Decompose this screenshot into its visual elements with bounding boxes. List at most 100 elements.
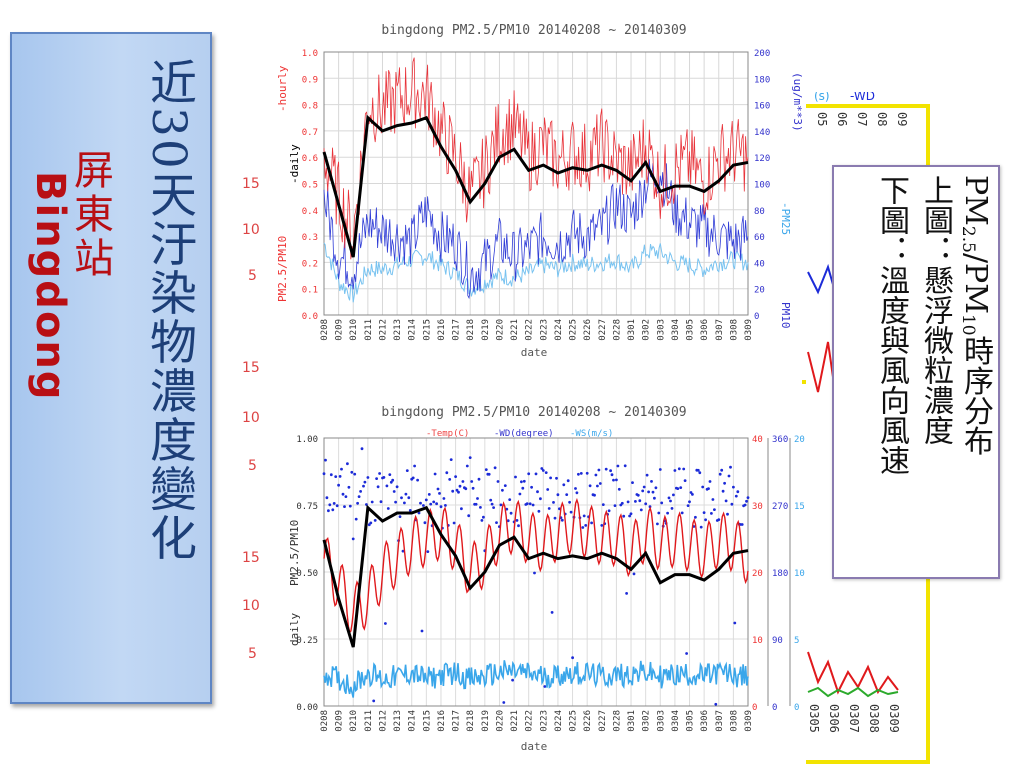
wd-point xyxy=(375,477,378,480)
wd-point xyxy=(448,478,452,481)
x-tick-label: 0220 xyxy=(495,319,505,341)
x-tick-label: 0223 xyxy=(539,710,549,732)
x-tick-label: 0307 xyxy=(715,710,725,732)
wd-point xyxy=(667,496,671,500)
x-axis-label: date xyxy=(521,740,548,753)
wd-point xyxy=(348,504,352,508)
wd-point xyxy=(438,492,441,495)
wd-point xyxy=(334,475,338,478)
wd-point xyxy=(335,504,339,508)
wd-point xyxy=(669,499,672,503)
wd-point xyxy=(395,485,399,489)
wd-point xyxy=(729,465,732,469)
series-pm25-line xyxy=(323,242,749,303)
wd-point xyxy=(492,506,495,509)
wd-point xyxy=(369,521,373,525)
y-tick-ws: 5 xyxy=(794,636,799,646)
wd-point xyxy=(648,505,652,509)
y-tick-left: 0.00 xyxy=(296,703,318,713)
wd-point xyxy=(454,475,457,478)
wd-point xyxy=(724,499,728,503)
wd-point xyxy=(332,502,336,505)
x-tick-label: 0216 xyxy=(437,319,447,341)
wd-point xyxy=(617,487,621,491)
wd-point xyxy=(520,480,523,484)
wd-point xyxy=(625,592,628,595)
y-axis-label-left: PM2.5/PM10 xyxy=(288,520,301,586)
x-tick-label: 0212 xyxy=(378,319,388,341)
wd-point xyxy=(612,478,615,482)
x-tick-label: 0222 xyxy=(525,319,535,341)
wd-point xyxy=(644,502,648,506)
wd-point xyxy=(654,486,658,490)
y-tick-left: 0.5 xyxy=(302,181,318,191)
series-daily-line xyxy=(322,504,749,648)
wd-point xyxy=(688,500,691,504)
wd-point xyxy=(420,629,424,633)
x-tick-label: 0208 xyxy=(320,319,330,341)
wd-point xyxy=(493,466,497,470)
bg-number: 15 xyxy=(242,550,260,566)
wd-point xyxy=(331,508,335,512)
x-tick-label: 0209 xyxy=(335,710,345,732)
x-tick-label: 0222 xyxy=(525,710,535,732)
y-tick-right: 60 xyxy=(754,233,765,243)
wd-point xyxy=(607,509,611,513)
bg-number: 15 xyxy=(242,360,260,376)
wd-point xyxy=(502,701,506,704)
wd-point xyxy=(736,490,740,494)
wd-point xyxy=(653,496,656,500)
wd-point xyxy=(676,487,680,490)
wd-point xyxy=(645,473,649,477)
wd-point xyxy=(509,511,513,515)
wd-point xyxy=(623,464,627,468)
x-tick-label: 0215 xyxy=(422,710,432,732)
wd-point xyxy=(565,493,569,496)
wd-point xyxy=(694,515,697,519)
y-tick-temp: 40 xyxy=(752,435,763,445)
y-tick-left: 0.6 xyxy=(302,154,318,164)
wd-point xyxy=(501,488,504,492)
x-tick-label: 0208 xyxy=(320,710,330,732)
wd-point xyxy=(685,652,688,655)
wd-point xyxy=(346,462,349,466)
wd-point xyxy=(701,485,705,489)
bg-number: 10 xyxy=(242,410,260,426)
wd-point xyxy=(620,501,624,505)
wd-point xyxy=(449,458,453,461)
wd-point xyxy=(370,500,374,504)
x-tick-label: 0308 xyxy=(729,319,739,341)
fragment-tick: 0309 xyxy=(887,704,901,733)
wd-point xyxy=(590,521,593,525)
wd-point xyxy=(379,500,383,504)
wd-point xyxy=(541,469,545,472)
wd-point xyxy=(458,484,462,488)
y-tick-right: 160 xyxy=(754,102,770,112)
wd-point xyxy=(713,508,716,511)
wd-point xyxy=(470,480,474,483)
y-tick-right: 80 xyxy=(754,207,765,217)
wd-point xyxy=(477,477,481,481)
wd-point xyxy=(530,485,533,489)
wd-point xyxy=(433,472,437,476)
wd-point xyxy=(651,490,655,494)
wd-point xyxy=(540,467,544,470)
series-ws-line xyxy=(323,660,749,698)
y-tick-left: 0.25 xyxy=(296,636,318,646)
x-tick-label: 0302 xyxy=(642,319,652,341)
x-tick-label: 0218 xyxy=(466,319,476,341)
y-tick-ws: 20 xyxy=(794,435,805,445)
wd-point xyxy=(673,469,677,472)
x-tick-label: 0309 xyxy=(744,319,754,341)
wd-point xyxy=(457,490,460,494)
wd-point xyxy=(350,470,354,474)
x-tick-label: 0225 xyxy=(569,710,579,732)
wd-point xyxy=(344,495,348,498)
wd-point xyxy=(531,503,535,507)
wd-point xyxy=(429,502,433,506)
wd-point xyxy=(727,474,731,478)
wd-point xyxy=(324,458,327,462)
wd-point xyxy=(388,473,392,476)
fragment-tick: 0308 xyxy=(867,704,881,733)
wd-point xyxy=(357,495,361,498)
